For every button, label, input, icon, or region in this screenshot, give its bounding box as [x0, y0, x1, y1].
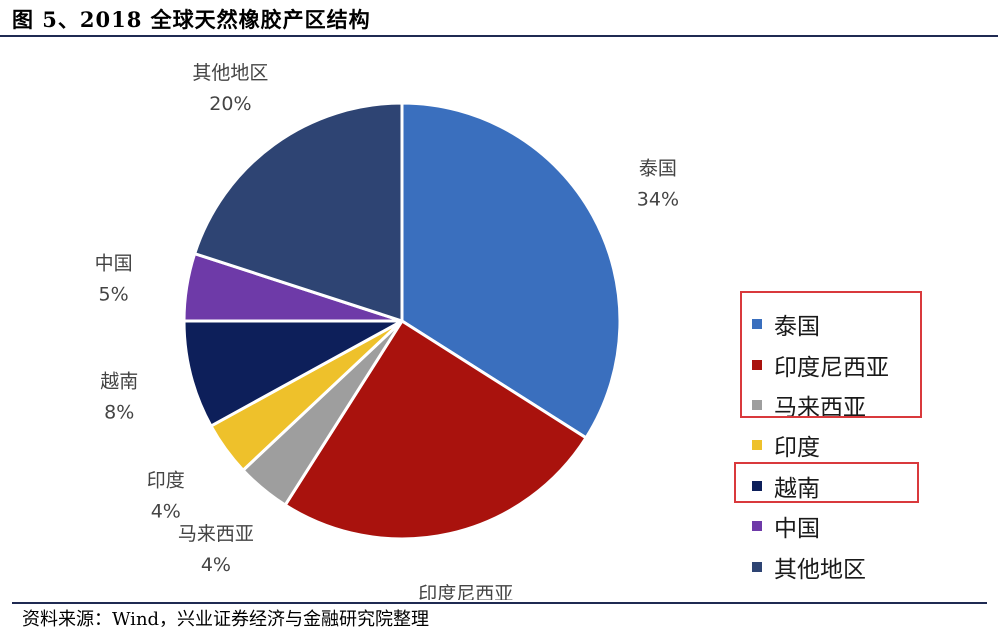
slice-label-1: 泰国 34% — [637, 157, 679, 210]
legend-item: 越南 — [752, 466, 952, 506]
slice-label-name: 印度尼西亚 — [418, 583, 513, 600]
source-note: 资料来源：Wind，兴业证券经济与金融研究院整理 — [22, 609, 430, 630]
pie-slice-7 — [192, 101, 404, 324]
chart-legend: 泰国 印度尼西亚 马来西亚 印度 越南 中国 其他地区 — [752, 304, 952, 587]
legend-item: 泰国 — [752, 304, 952, 344]
pie-slices — [182, 101, 622, 541]
slice-label-value: 34% — [637, 188, 679, 210]
slice-label-name: 泰国 — [639, 157, 677, 179]
slice-label-name: 越南 — [100, 371, 138, 393]
legend-label: 印度 — [774, 435, 820, 462]
slice-label-value: 8% — [104, 402, 134, 424]
slice-label-value: 5% — [99, 283, 129, 305]
legend-item: 中国 — [752, 506, 952, 546]
slice-label-name: 其他地区 — [192, 62, 268, 84]
slice-label-value: 4% — [201, 554, 231, 576]
slice-label-5: 越南 8% — [100, 371, 138, 424]
title-divider — [0, 35, 998, 37]
slice-label-4: 印度 4% — [147, 470, 185, 523]
legend-swatch — [752, 359, 762, 370]
page-title: 图 5、2018 全球天然橡胶产区结构 — [12, 7, 371, 32]
slice-label-7: 其他地区 20% — [192, 62, 268, 115]
slice-label-2: 印度尼西亚25% — [418, 583, 513, 600]
legend-label: 中国 — [774, 516, 820, 543]
pie-slice-5 — [182, 319, 403, 429]
slice-label-name: 中国 — [95, 252, 133, 274]
pie-slice-2 — [283, 318, 589, 541]
slice-label-value: 4% — [151, 501, 181, 523]
slice-label-name: 印度 — [147, 470, 185, 492]
footer-divider — [12, 602, 987, 604]
legend-label: 越南 — [774, 475, 820, 502]
slice-label-value: 20% — [209, 93, 251, 115]
legend-swatch — [752, 521, 762, 532]
legend-highlight-group-2 — [734, 462, 919, 503]
slice-label-name: 马来西亚 — [178, 523, 254, 545]
legend-label: 泰国 — [774, 314, 820, 341]
legend-swatch — [752, 561, 762, 572]
legend-item: 其他地区 — [752, 546, 952, 586]
legend-swatch — [752, 399, 762, 410]
legend-swatch — [752, 319, 762, 330]
legend-label: 印度尼西亚 — [774, 354, 889, 381]
legend-label: 其他地区 — [774, 556, 866, 583]
slice-label-3: 马来西亚 4% — [178, 523, 254, 576]
legend-item: 印度 — [752, 425, 952, 465]
legend-swatch — [752, 440, 762, 451]
slice-label-6: 中国 5% — [95, 252, 133, 305]
legend-highlight-group-1 — [740, 291, 922, 418]
legend-swatch — [752, 480, 762, 491]
legend-item: 印度尼西亚 — [752, 344, 952, 384]
